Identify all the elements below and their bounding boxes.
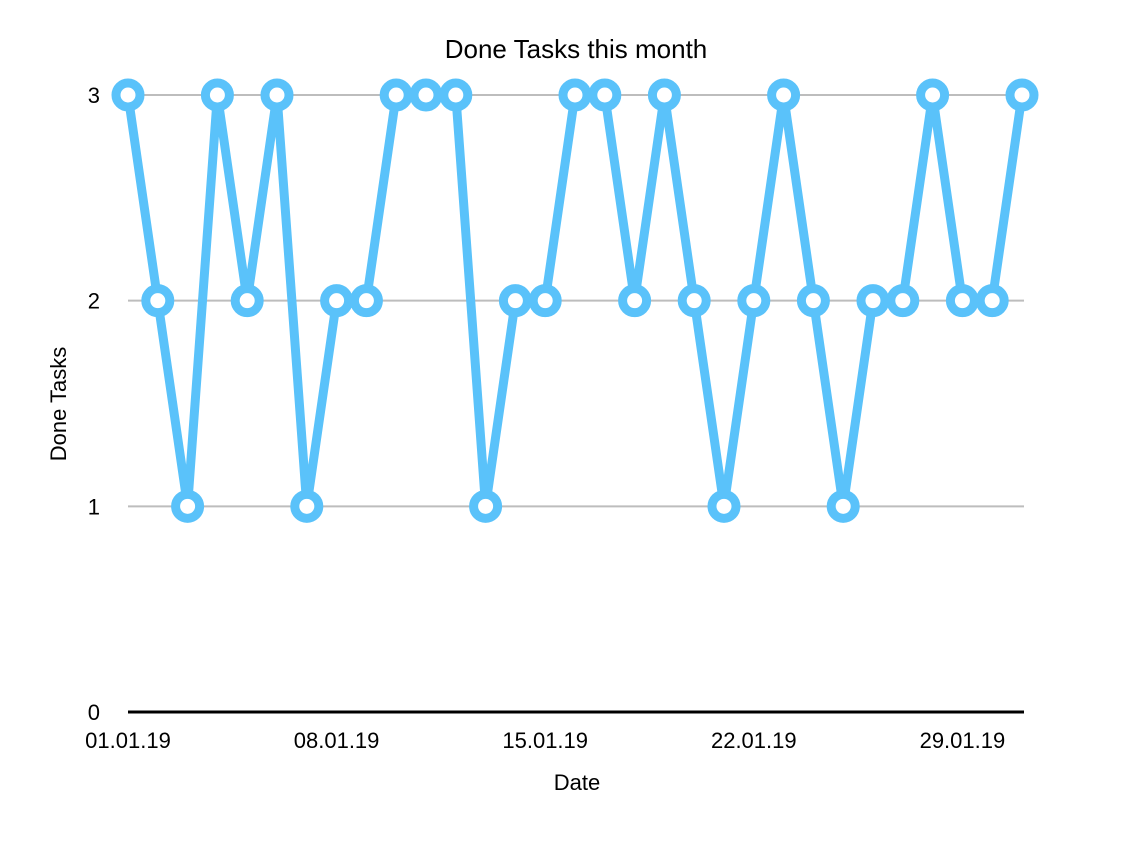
data-point [737,284,771,318]
data-point [588,78,622,112]
chart-title: Done Tasks this month [445,34,708,64]
data-point [439,78,473,112]
data-point [409,78,443,112]
x-tick-label: 15.01.19 [502,728,588,753]
x-tick-label: 29.01.19 [920,728,1006,753]
series-done-tasks [111,78,1039,523]
data-point [230,284,264,318]
data-point [975,284,1009,318]
y-tick-label: 3 [88,83,100,108]
data-point [260,78,294,112]
data-point [111,78,145,112]
data-point [469,489,503,523]
y-axis-label: Done Tasks [46,347,71,462]
data-point [558,78,592,112]
data-point [1005,78,1039,112]
y-tick-labels: 0 1 2 3 [88,83,100,725]
data-point [528,284,562,318]
x-tick-labels: 01.01.19 08.01.19 15.01.19 22.01.19 29.01.19 [85,728,1005,753]
data-point [618,284,652,318]
data-point [707,489,741,523]
y-tick-label: 2 [88,289,100,314]
y-tick-label: 0 [88,700,100,725]
data-point [200,78,234,112]
data-point [856,284,890,318]
data-point [379,78,413,112]
x-tick-label: 01.01.19 [85,728,171,753]
data-point [886,284,920,318]
x-tick-label: 22.01.19 [711,728,797,753]
data-point [796,284,830,318]
data-point [945,284,979,318]
data-point [171,489,205,523]
x-axis-label: Date [554,770,600,795]
data-point [349,284,383,318]
y-tick-label: 1 [88,494,100,519]
data-point [290,489,324,523]
data-point [767,78,801,112]
data-point [647,78,681,112]
x-tick-label: 08.01.19 [294,728,380,753]
data-point [826,489,860,523]
data-point [916,78,950,112]
data-point [498,284,532,318]
data-point [141,284,175,318]
data-point [677,284,711,318]
data-point [320,284,354,318]
